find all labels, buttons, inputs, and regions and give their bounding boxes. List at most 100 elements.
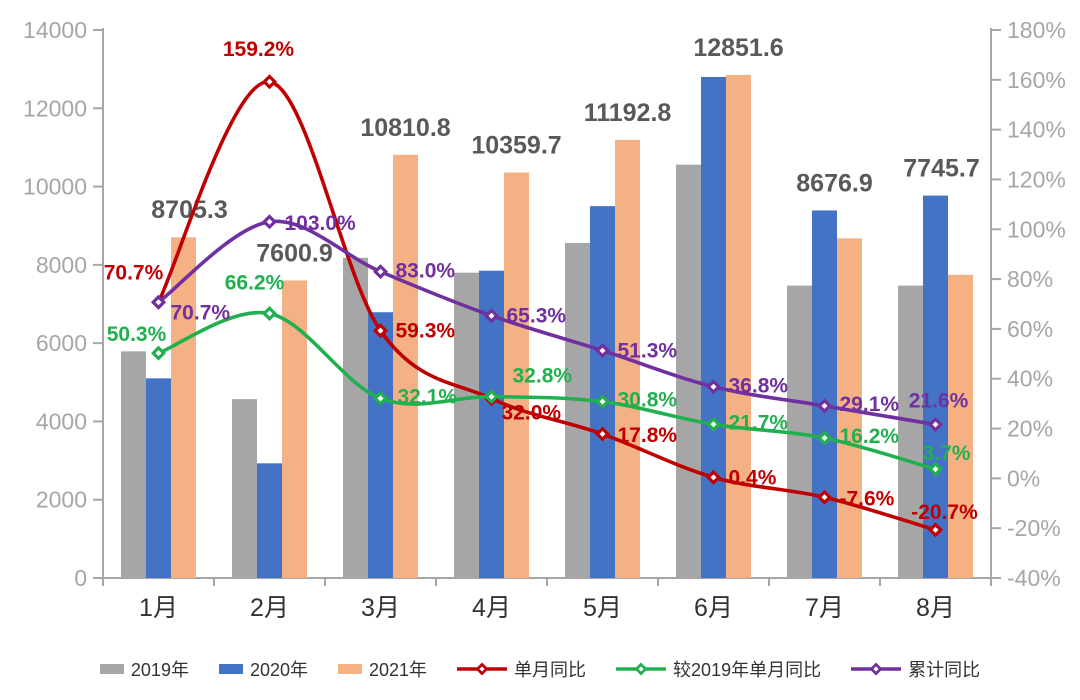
category-label: 7月: [805, 594, 844, 622]
marker-center-较2019年单月同比-5月: [599, 398, 606, 405]
line-value-label: 32.0%: [502, 402, 562, 425]
line-value-label: -7.6%: [840, 487, 895, 510]
legend-bar-swatch: [99, 664, 124, 674]
bar-2021年-6月: [726, 74, 751, 578]
right-axis-tick-label: 40%: [1007, 366, 1053, 392]
line-value-label: 30.8%: [618, 389, 678, 412]
line-value-label: 159.2%: [223, 38, 295, 61]
marker-center-较2019年单月同比-6月: [710, 421, 717, 428]
category-label: 2月: [250, 594, 289, 622]
legend-label: 较2019年单月同比: [673, 660, 822, 680]
right-axis-tick-label: 0%: [1007, 465, 1040, 491]
bar-value-label: 12851.6: [693, 34, 783, 62]
left-axis-tick-label: 2000: [36, 487, 87, 513]
marker-center-累计同比-7月: [821, 402, 828, 409]
chart-legend: 2019年 2020年 2021年 单月同比 较2019年单月同比 累计同比: [0, 646, 1080, 692]
right-axis-tick-label: 180%: [1007, 17, 1066, 43]
legend-item-累计同比: 累计同比: [851, 656, 980, 682]
left-axis-tick-label: 12000: [23, 95, 87, 121]
left-axis-tick-label: 14000: [23, 17, 87, 43]
right-axis-tick-label: 80%: [1007, 266, 1053, 292]
marker-center-较2019年单月同比-3月: [377, 395, 384, 402]
line-value-label: 50.3%: [107, 323, 167, 346]
category-label: 4月: [472, 594, 511, 622]
marker-center-累计同比-5月: [599, 347, 606, 354]
marker-center-单月同比-5月: [599, 431, 606, 438]
marker-center-累计同比-6月: [710, 383, 717, 390]
line-value-label: 65.3%: [507, 305, 567, 328]
category-label: 6月: [694, 594, 733, 622]
legend-item-2019年: 2019年: [99, 656, 189, 682]
marker-center-单月同比-8月: [932, 526, 939, 533]
bar-2020年-5月: [590, 206, 615, 578]
legend-item-较2019年单月同比: 较2019年单月同比: [616, 656, 821, 682]
chart-canvas: 0 2000 4000 6000 8000 10000 12000 14000 -40% -20%…: [23, 17, 1066, 622]
left-axis-tick-label: 4000: [36, 408, 87, 434]
bar-value-label: 7745.7: [903, 155, 979, 183]
line-value-label: 66.2%: [225, 271, 285, 294]
category-label: 1月: [139, 594, 178, 622]
line-value-label: 83.0%: [396, 260, 456, 283]
marker-center-较2019年单月同比-8月: [932, 466, 939, 473]
line-value-label: 21.7%: [729, 411, 789, 434]
right-axis-tick-label: -40%: [1007, 565, 1061, 591]
line-较2019年单月同比: [156, 310, 938, 471]
line-value-label: 17.8%: [618, 424, 678, 447]
line-value-label: -20.7%: [911, 501, 978, 524]
line-value-label: 29.1%: [840, 393, 900, 416]
bar-2019年-3月: [343, 257, 368, 578]
marker-center-累计同比-3月: [377, 268, 384, 275]
category-label: 5月: [583, 594, 622, 622]
line-value-label: 0.4%: [729, 466, 777, 489]
left-axis-tick-label: 10000: [23, 174, 87, 200]
bar-value-label: 11192.8: [584, 99, 672, 127]
bar-2021年-4月: [504, 172, 529, 578]
legend-label: 2021年: [369, 660, 428, 680]
marker-center-累计同比-8月: [932, 421, 939, 428]
marker-center-单月同比-6月: [710, 474, 717, 481]
left-axis-tick-label: 8000: [36, 252, 87, 278]
line-value-label: 16.2%: [840, 425, 900, 448]
bar-value-label: 10810.8: [360, 114, 450, 142]
left-axis-tick-label: 0: [74, 565, 87, 591]
marker-center-累计同比-1月: [155, 299, 162, 306]
category-label: 8月: [916, 594, 955, 622]
legend-item-单月同比: 单月同比: [457, 656, 586, 682]
marker-center-较2019年单月同比-1月: [155, 350, 162, 357]
legend-label: 单月同比: [514, 660, 587, 680]
legend-label: 2019年: [130, 660, 189, 680]
legend-line-swatch: [616, 662, 667, 676]
line-value-label: 70.7%: [104, 261, 164, 284]
line-value-label: 103.0%: [285, 212, 357, 235]
bar-2019年-8月: [898, 285, 923, 578]
marker-center-较2019年单月同比-4月: [488, 393, 495, 400]
bar-2019年-4月: [454, 272, 479, 578]
legend-item-2021年: 2021年: [338, 656, 427, 682]
line-value-label: 36.8%: [729, 375, 789, 398]
right-axis-tick-label: 60%: [1007, 316, 1053, 342]
bar-2019年-2月: [232, 399, 257, 578]
marker-center-单月同比-2月: [266, 78, 273, 85]
legend-line-swatch: [457, 662, 508, 676]
right-axis-tick-label: -20%: [1007, 515, 1061, 541]
bar-2019年-6月: [676, 164, 701, 578]
bar-2021年-1月: [171, 237, 196, 578]
bar-2020年-3月: [368, 312, 393, 578]
category-label: 3月: [361, 594, 400, 622]
line-value-label: 51.3%: [618, 340, 678, 363]
bar-2021年-8月: [948, 274, 973, 578]
legend-bar-swatch: [338, 664, 362, 674]
bar-value-label: 10359.7: [471, 131, 561, 159]
right-axis-tick-label: 140%: [1007, 117, 1066, 143]
right-axis-tick-label: 20%: [1007, 416, 1053, 442]
legend-label: 2020年: [249, 660, 308, 680]
line-value-label: 59.3%: [396, 320, 456, 343]
line-value-label: 21.6%: [909, 390, 969, 413]
line-value-label: 70.7%: [171, 301, 231, 324]
bar-2020年-7月: [812, 210, 837, 578]
marker-center-较2019年单月同比-7月: [821, 435, 828, 442]
bar-2020年-6月: [701, 76, 726, 578]
right-axis-tick-label: 120%: [1007, 166, 1066, 192]
bar-2020年-8月: [923, 195, 948, 578]
